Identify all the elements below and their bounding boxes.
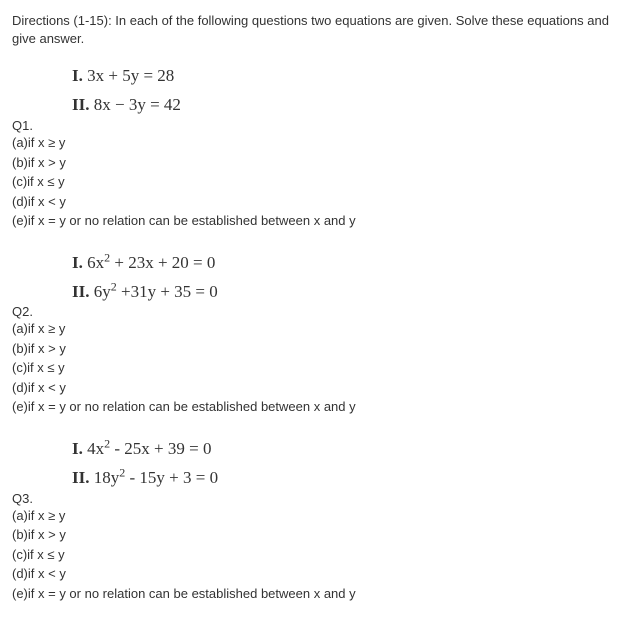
option-c: (c)if x ≤ y [12,358,625,378]
eq-post: +31y + 35 = 0 [117,282,218,301]
eq-label: I. [72,439,83,458]
option-e: (e)if x = y or no relation can be establ… [12,211,625,231]
option-a: (a)if x ≥ y [12,506,625,526]
equation-1: I. 3x + 5y = 28 [72,62,625,91]
option-e: (e)if x = y or no relation can be establ… [12,397,625,417]
eq-post: - 25x + 39 = 0 [110,439,211,458]
eq-label: I. [72,253,83,272]
question-2: I. 6x2 + 23x + 20 = 0 II. 6y2 +31y + 35 … [12,249,625,417]
question-3: I. 4x2 - 25x + 39 = 0 II. 18y2 - 15y + 3… [12,435,625,603]
directions-text: Directions (1-15): In each of the follow… [12,12,625,48]
equation-1: I. 6x2 + 23x + 20 = 0 [72,249,625,278]
equation-1: I. 4x2 - 25x + 39 = 0 [72,435,625,464]
option-c: (c)if x ≤ y [12,172,625,192]
option-e: (e)if x = y or no relation can be establ… [12,584,625,604]
equations-q2: I. 6x2 + 23x + 20 = 0 II. 6y2 +31y + 35 … [12,249,625,307]
eq-post: - 15y + 3 = 0 [125,468,218,487]
equations-q3: I. 4x2 - 25x + 39 = 0 II. 18y2 - 15y + 3… [12,435,625,493]
option-a: (a)if x ≥ y [12,133,625,153]
eq-label: II. [72,282,89,301]
eq-post: + 23x + 20 = 0 [110,253,215,272]
eq-label: II. [72,468,89,487]
eq-pre: 4x [83,439,104,458]
option-c: (c)if x ≤ y [12,545,625,565]
question-number: Q3. [12,491,625,506]
eq-body: 8x − 3y = 42 [89,95,180,114]
equations-q1: I. 3x + 5y = 28 II. 8x − 3y = 42 [12,62,625,120]
question-number: Q1. [12,118,625,133]
option-b: (b)if x > y [12,525,625,545]
option-d: (d)if x < y [12,192,625,212]
question-1: I. 3x + 5y = 28 II. 8x − 3y = 42 Q1. (a)… [12,62,625,230]
equation-2: II. 18y2 - 15y + 3 = 0 [72,464,625,493]
option-a: (a)if x ≥ y [12,319,625,339]
option-d: (d)if x < y [12,378,625,398]
option-b: (b)if x > y [12,153,625,173]
eq-pre: 6y [89,282,110,301]
equation-2: II. 6y2 +31y + 35 = 0 [72,278,625,307]
eq-label: I. [72,66,83,85]
option-d: (d)if x < y [12,564,625,584]
eq-pre: 6x [83,253,104,272]
option-b: (b)if x > y [12,339,625,359]
equation-2: II. 8x − 3y = 42 [72,91,625,120]
eq-label: II. [72,95,89,114]
question-number: Q2. [12,304,625,319]
eq-pre: 18y [89,468,119,487]
eq-body: 3x + 5y = 28 [83,66,174,85]
